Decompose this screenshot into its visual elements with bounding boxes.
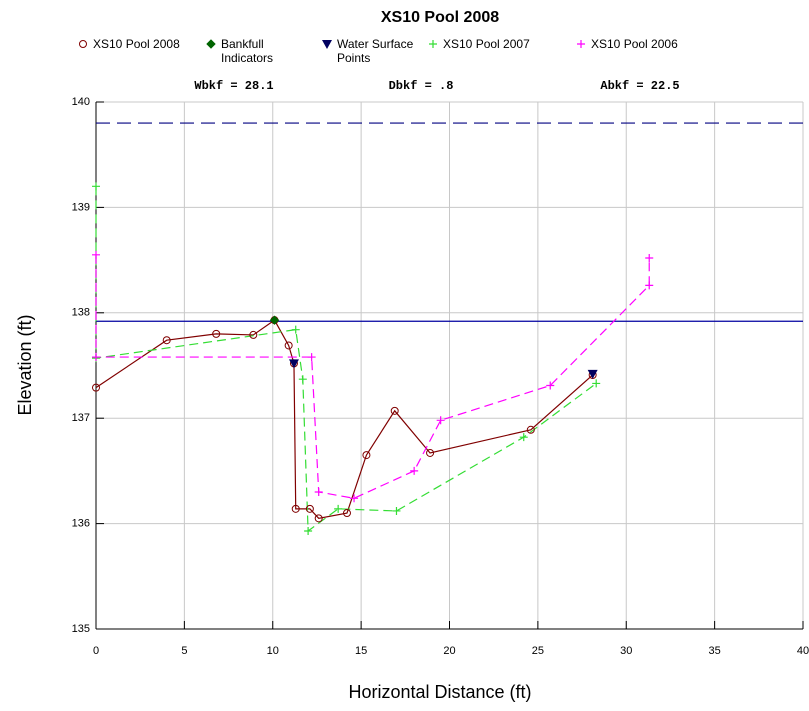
legend-label: XS10 Pool 2007 xyxy=(443,37,530,51)
marker xyxy=(314,487,323,496)
x-tick-label: 20 xyxy=(443,645,455,657)
marker xyxy=(645,281,654,290)
marker xyxy=(350,494,359,503)
legend-marker xyxy=(322,40,332,49)
legend-label: XS10 Pool 2008 xyxy=(93,37,180,51)
marker xyxy=(92,353,100,362)
marker xyxy=(429,40,437,48)
marker xyxy=(390,406,399,415)
marker xyxy=(249,330,258,339)
marker xyxy=(436,416,445,425)
marker xyxy=(334,504,343,513)
legend-item: Water Surface Points xyxy=(322,37,427,65)
marker xyxy=(592,379,601,388)
marker xyxy=(645,253,654,262)
annotation: Wbkf = 28.1 xyxy=(194,79,273,93)
legend-item: XS10 Pool 2008 xyxy=(78,37,180,51)
annotation: Dbkf = .8 xyxy=(389,79,454,93)
marker xyxy=(342,509,351,518)
legend-marker xyxy=(577,40,585,48)
x-axis-label: Horizontal Distance (ft) xyxy=(348,682,531,702)
legend-marker xyxy=(429,40,437,48)
marker xyxy=(322,40,332,49)
x-tick-label: 10 xyxy=(267,645,279,657)
marker xyxy=(92,182,100,191)
legend-marker xyxy=(206,39,216,49)
marker xyxy=(392,506,401,515)
annotation: Abkf = 22.5 xyxy=(600,79,679,93)
series-line xyxy=(95,254,650,499)
marker xyxy=(206,39,216,49)
legend-item: XS10 Pool 2006 xyxy=(576,37,678,51)
legend-label: XS10 Pool 2006 xyxy=(591,37,678,51)
series-line xyxy=(95,186,597,533)
legend-label: Water Surface Points xyxy=(337,37,414,65)
marker xyxy=(305,504,314,513)
marker xyxy=(291,504,300,513)
x-tick-label: 25 xyxy=(532,645,544,657)
marker xyxy=(284,341,293,350)
marker xyxy=(426,448,435,457)
marker xyxy=(314,514,323,523)
y-tick-label: 135 xyxy=(72,623,90,635)
legend-item: XS10 Pool 2007 xyxy=(428,37,530,51)
y-tick-label: 136 xyxy=(72,518,90,530)
marker xyxy=(288,359,299,369)
marker xyxy=(577,40,585,48)
legend-label: Bankfull Indicators xyxy=(221,37,274,65)
marker xyxy=(291,325,300,334)
series-line xyxy=(95,319,594,519)
y-tick-label: 139 xyxy=(72,201,90,213)
y-tick-label: 137 xyxy=(72,412,90,424)
x-tick-label: 40 xyxy=(797,645,809,657)
y-axis-label: Elevation (ft) xyxy=(15,314,35,415)
marker xyxy=(162,336,171,345)
legend-item: Bankfull Indicators xyxy=(206,37,311,65)
x-tick-label: 0 xyxy=(93,645,99,657)
marker xyxy=(587,369,598,379)
marker xyxy=(410,466,419,475)
marker xyxy=(546,381,555,390)
marker xyxy=(92,383,100,392)
marker xyxy=(212,329,221,338)
x-tick-label: 5 xyxy=(181,645,187,657)
marker xyxy=(526,425,535,434)
y-tick-label: 140 xyxy=(72,96,90,108)
marker xyxy=(298,375,307,384)
chart-title: XS10 Pool 2008 xyxy=(381,9,499,26)
marker xyxy=(92,250,100,259)
marker xyxy=(362,451,371,460)
marker xyxy=(304,526,313,535)
x-tick-label: 15 xyxy=(355,645,367,657)
marker xyxy=(269,315,280,325)
marker xyxy=(79,40,87,48)
marker xyxy=(519,433,528,442)
x-tick-label: 35 xyxy=(709,645,721,657)
x-tick-label: 30 xyxy=(620,645,632,657)
marker xyxy=(307,353,316,362)
y-tick-label: 138 xyxy=(72,307,90,319)
legend-marker xyxy=(79,40,87,48)
